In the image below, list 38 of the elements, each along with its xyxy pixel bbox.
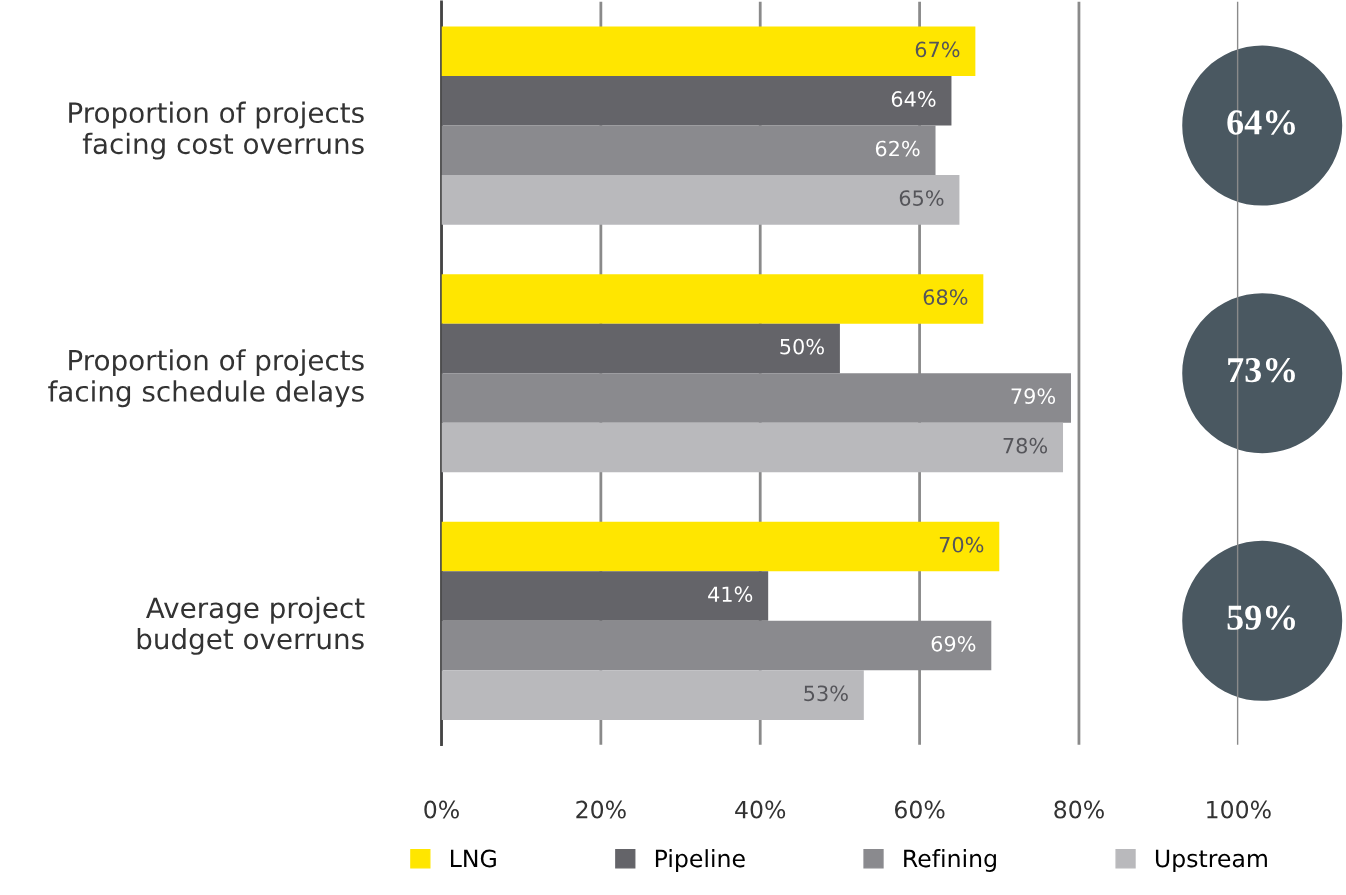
x-tick-label: 80% xyxy=(1054,800,1104,819)
x-tick-label: 40% xyxy=(735,800,786,819)
legend-label: LNG xyxy=(451,849,496,868)
bar xyxy=(441,175,960,225)
bar xyxy=(441,323,840,374)
data-label: 67% xyxy=(915,41,960,58)
legend-label: Refining xyxy=(904,849,996,872)
data-label: 62% xyxy=(875,140,920,157)
bar xyxy=(441,76,952,126)
annotation: 73% xyxy=(1228,357,1295,383)
data-label: 78% xyxy=(1003,437,1048,454)
data-label: 65% xyxy=(899,190,944,206)
y-tick-label: Proportion of projects facing schedule delays xyxy=(48,349,364,408)
bar xyxy=(441,422,1064,473)
y-tick-label: Proportion of projects facing cost overruns xyxy=(69,101,364,160)
x-tick-label: 100% xyxy=(1207,800,1271,819)
bar xyxy=(441,125,936,176)
data-label: 53% xyxy=(804,685,848,702)
x-tick-label: 0% xyxy=(424,800,459,819)
data-label: 64% xyxy=(891,91,936,107)
bar xyxy=(441,670,864,720)
data-label: 50% xyxy=(780,338,824,355)
legend-label: Upstream xyxy=(1155,849,1267,872)
x-tick-label: 20% xyxy=(576,800,626,819)
data-label: 68% xyxy=(923,289,968,305)
data-label: 79% xyxy=(1011,388,1056,405)
annotation: 59% xyxy=(1227,605,1295,630)
y-tick-label: Average project budget overruns xyxy=(137,596,365,655)
legend-label: Pipeline xyxy=(655,849,745,872)
bar xyxy=(441,571,769,621)
bar xyxy=(441,26,976,77)
x-tick-label: 60% xyxy=(895,800,945,819)
annotation: 64% xyxy=(1227,110,1295,135)
data-label: 70% xyxy=(939,536,984,553)
data-label: 41% xyxy=(708,586,753,603)
data-label: 69% xyxy=(931,635,976,652)
bar xyxy=(441,521,1000,572)
bar xyxy=(441,274,984,324)
